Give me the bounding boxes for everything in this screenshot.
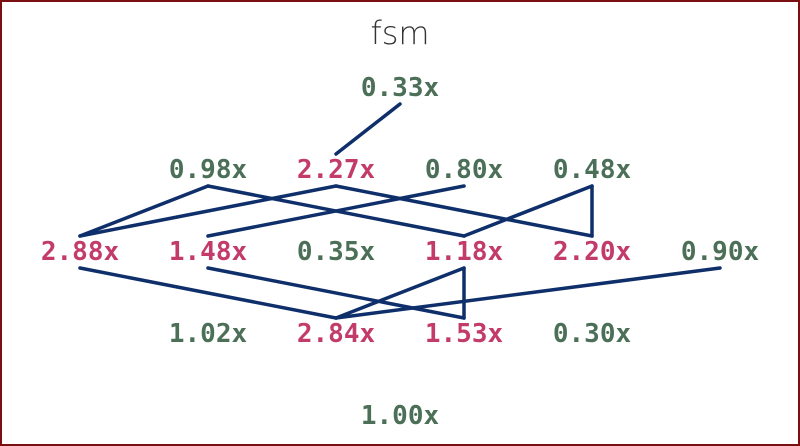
node-label: 1.18x <box>425 237 503 267</box>
node-label: 0.80x <box>425 155 503 185</box>
node-label: 0.33x <box>361 73 439 103</box>
node-label: 1.02x <box>169 319 247 349</box>
lattice-edge <box>78 266 338 320</box>
lattice-edge <box>206 266 466 320</box>
node-label: 0.35x <box>297 237 375 267</box>
lattice-edge <box>334 184 594 238</box>
node-label: 1.48x <box>169 237 247 267</box>
node-label: 1.00x <box>361 401 439 431</box>
node-label: 2.20x <box>553 237 631 267</box>
node-label: 0.30x <box>553 319 631 349</box>
node-label: 2.88x <box>41 237 119 267</box>
lattice-edge <box>78 184 210 238</box>
node-label: 0.48x <box>553 155 631 185</box>
node-label: 2.27x <box>297 155 375 185</box>
lattice-edge <box>334 266 466 320</box>
diagram-title: fsm <box>370 14 430 52</box>
lattice-edge <box>334 102 402 156</box>
lattice-edge <box>206 184 466 238</box>
lattice-edge <box>78 184 338 238</box>
lattice-edge <box>462 184 594 238</box>
lattice-edge <box>334 266 722 320</box>
node-layer: 0.33x 0.98x 2.27x 0.80x 0.48x 2.88x 1.48x 0.35x… <box>41 73 759 431</box>
node-label: 0.90x <box>681 237 759 267</box>
edge-layer <box>78 102 722 320</box>
node-label: 0.98x <box>169 155 247 185</box>
node-label: 2.84x <box>297 319 375 349</box>
node-label: 1.53x <box>425 319 503 349</box>
